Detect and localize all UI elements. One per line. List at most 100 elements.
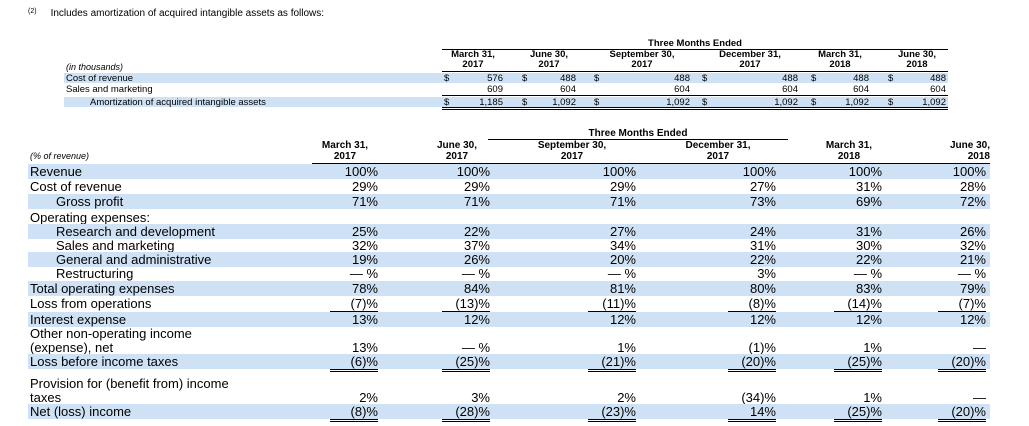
row-label: Operating expenses: [30,210,150,225]
cell-value: (25)% [847,404,882,419]
cell-value: (11)% [602,296,636,311]
cell-value: 1% [863,390,882,405]
cell-value: 100% [344,164,378,179]
cell-value: 1,092 [845,97,869,108]
table-row: General and administrative 19% 26% 20% 22% 22… [28,252,990,267]
dollar-sign: $ [811,73,817,84]
cell-value: — [973,390,986,405]
table-row: Restructuring — % — % — % 3% — % — % [28,266,990,281]
table-row: Sales and marketing 32% 37% 34% 31% 30% 32% [28,238,990,253]
cell-value: (8)% [350,404,378,419]
cell-value: (25)% [455,354,490,369]
cell-value: — % [461,266,490,281]
dollar-sign: $ [522,97,528,108]
total-rule [834,369,882,372]
cell-value: (7)% [350,296,378,311]
cell-value: (13)% [455,296,490,311]
cell-value: 19% [351,252,378,267]
percent-of-revenue-table: Three Months Ended March 31, 2017 June 30… [28,128,990,422]
cell-value: 32% [959,238,986,253]
total-rule [330,419,378,422]
table1-col-header: June 30, 2017 [529,49,569,70]
cell-value: 100% [952,164,986,179]
table2-unit-label: (% of revenue) [30,151,90,161]
cell-value: 29% [351,179,378,194]
row-label: Cost of revenue [30,179,122,194]
subtotal-rule [330,311,378,312]
cell-value: 27% [609,224,636,239]
cell-value: 79% [959,281,986,296]
footnote: (2) Includes amortization of acquired int… [28,8,324,19]
cell-value: 29% [609,179,636,194]
table2-col-header: March 31, 2018 [825,140,873,162]
cell-value: 12% [959,312,986,327]
subtotal-rule [442,311,490,312]
cell-value: 12% [463,312,490,327]
cell-value: 72% [959,194,986,209]
cell-value: 30% [855,238,882,253]
cell-value: 488 [560,73,576,84]
dollar-sign: $ [702,73,708,84]
total-rule [938,419,986,422]
cell-value: 1,092 [774,97,798,108]
cell-value: 100% [742,164,776,179]
subtotal-rule [728,311,776,312]
cell-value: 29% [463,179,490,194]
dollar-sign: $ [888,97,894,108]
row-label: (expense), net [30,340,114,355]
subtotal-rule [588,311,636,312]
cell-value: 71% [351,194,378,209]
row-label: Total operating expenses [30,281,175,296]
cell-value: 71% [609,194,636,209]
total-rule [442,369,490,372]
cell-value: 2% [359,390,378,405]
subtotal-rule [834,311,882,312]
subtotal-rule [938,311,986,312]
table-row: (expense), net 13% — % 1% (1)% 1% — [28,340,990,355]
cell-value: (23)% [601,404,636,419]
cell-value: 25% [351,224,378,239]
table-row: Interest expense 13% 12% 12% 12% 12% 12% [28,312,990,327]
cell-value: 604 [560,84,576,95]
cell-value: 37% [463,238,490,253]
cell-value: 12% [609,312,636,327]
cell-value: 22% [749,252,776,267]
amortization-table: Three Months Ended March 31, 2017 June 30… [64,38,948,110]
table-row: Provision for (benefit from) income [28,376,990,391]
cell-value: — % [853,266,882,281]
cell-value: 604 [930,84,946,95]
table-row: Research and development 25% 22% 27% 24% 31% 2… [28,224,990,239]
table1-unit-label: (in thousands) [66,62,124,72]
table1-col-header: March 31, 2018 [818,49,862,70]
table-row: Cost of revenue $ 576 $ 488 $ 488 $ 488 … [64,73,948,84]
cell-value: (34)% [741,390,776,405]
cell-value: 78% [351,281,378,296]
cell-value: 31% [855,224,882,239]
cell-value: 22% [463,224,490,239]
row-label: Restructuring [56,266,134,281]
table1-col-header: December 31, 2017 [719,49,781,70]
row-label: Sales and marketing [56,238,175,253]
table1-group-header: Three Months Ended [442,38,948,50]
cell-value: 71% [463,194,490,209]
cell-value: 100% [848,164,882,179]
cell-value: 73% [749,194,776,209]
row-label: General and administrative [56,252,212,267]
cell-value: (20)% [741,354,776,369]
cell-value: 69% [855,194,882,209]
table1-sum-rule [442,95,948,96]
dollar-sign: $ [444,73,450,84]
cell-value: 488 [853,73,869,84]
cell-value: 20% [609,252,636,267]
table1-col-header: March 31, 2017 [451,49,495,70]
cell-value: 3% [471,390,490,405]
cell-value: 13% [351,340,378,355]
table2-col-header: June 30, 2018 [949,140,990,162]
dollar-sign: $ [594,73,600,84]
total-rule [588,369,636,372]
table-row: Operating expenses: [28,210,990,225]
cell-value: 1,092 [666,97,690,108]
table2-group-header: Three Months Ended [488,128,788,140]
row-label: Gross profit [56,194,124,209]
row-label: Interest expense [30,312,127,327]
